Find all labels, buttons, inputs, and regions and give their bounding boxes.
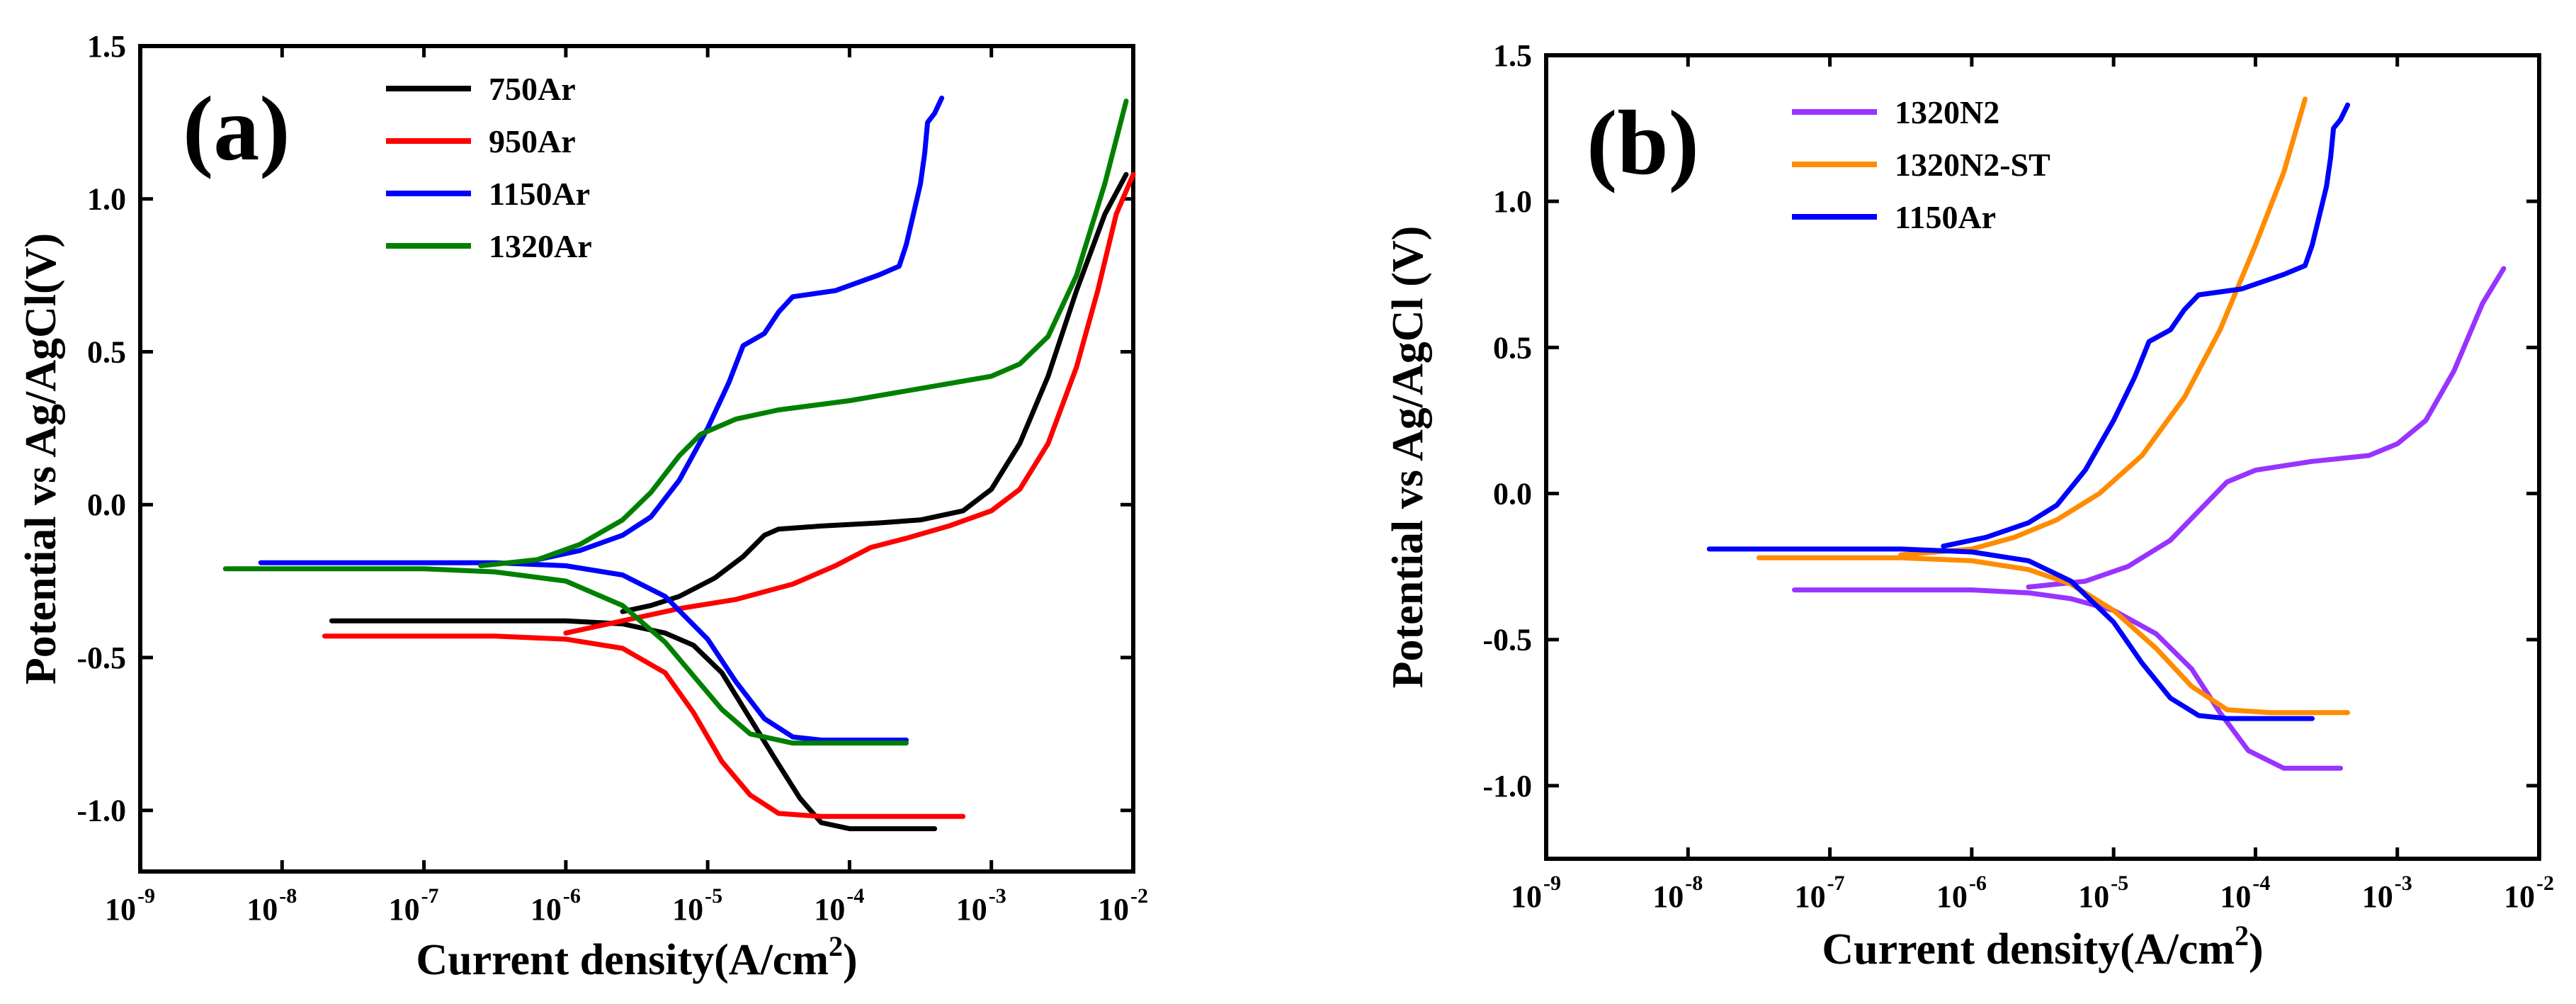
y-tick-label: -1.0	[76, 794, 126, 828]
x-tick-label: 10	[1098, 892, 1129, 927]
x-tick-label: 10	[530, 892, 562, 927]
series-line-1320n2-st	[1756, 96, 2351, 716]
x-axis-title-close: )	[843, 936, 858, 984]
x-axis-title-main: Current density(A/cm	[416, 936, 829, 984]
y-tick-label: -1.0	[1482, 769, 1532, 803]
x-axis-title-main: Current density(A/cm	[1822, 925, 2235, 974]
y-tick-label: 1.5	[87, 29, 126, 64]
x-tick-exponent: -5	[2111, 872, 2128, 895]
x-tick-exponent: -7	[1827, 872, 1845, 895]
x-tick-label: 10	[1652, 879, 1684, 914]
series-line-1320n2	[1792, 266, 2507, 771]
series-line-950ar	[322, 171, 1136, 819]
series-line-1320ar	[222, 98, 1129, 746]
x-tick-exponent: -3	[2395, 872, 2412, 895]
x-tick-exponent: -7	[421, 884, 439, 908]
x-tick-exponent: -2	[2536, 872, 2554, 895]
x-axis-title: Current density(A/cm2)	[416, 930, 857, 984]
legend-label: 1320N2	[1895, 94, 1999, 130]
legend-label: 750Ar	[489, 71, 576, 107]
series-line-1150ar	[258, 95, 945, 743]
y-tick-label: -0.5	[76, 641, 126, 675]
y-tick-label: -0.5	[1482, 623, 1532, 658]
x-axis-title-close: )	[2249, 925, 2264, 974]
x-tick-label: 10	[2220, 879, 2251, 914]
plot-frame	[138, 44, 1135, 874]
legend-label: 950Ar	[489, 123, 576, 159]
x-tick-label: 10	[956, 892, 987, 927]
x-tick-exponent: -8	[279, 884, 297, 908]
x-tick-label: 10	[389, 892, 420, 927]
y-tick-label: 0.5	[87, 334, 126, 369]
panel-label: (b)	[1587, 92, 1699, 194]
x-tick-label: 10	[2078, 879, 2109, 914]
x-axis-title-sup: 2	[829, 930, 843, 962]
x-tick-label: 10	[672, 892, 703, 927]
x-tick-exponent: -8	[1685, 872, 1703, 895]
y-tick-label: 0.0	[1493, 477, 1532, 512]
x-tick-label: 10	[1795, 879, 1826, 914]
x-tick-label: 10	[2362, 879, 2393, 914]
panel-b-chart: 10 -9 10 -8 10 -7 10 -6 10 -5 10 -4 10 -3 10 -2-1.0-0.5…	[1384, 38, 2554, 974]
plot-frame	[1544, 53, 2541, 861]
y-tick-label: 0.0	[87, 487, 126, 522]
panel-a-chart: 10 -9 10 -8 10 -7 10 -6 10 -5 10 -4 10 -3 10 -2-1.0-0.5…	[17, 29, 1148, 984]
y-tick-label: 1.5	[1493, 38, 1532, 73]
legend-label: 1320Ar	[489, 228, 592, 264]
x-tick-label: 10	[246, 892, 278, 927]
legend-label: 1150Ar	[489, 176, 590, 212]
y-axis-title: Potential vs Ag/AgCl(V)	[17, 233, 65, 684]
x-tick-label: 10	[814, 892, 845, 927]
x-tick-exponent: -6	[563, 884, 581, 908]
x-tick-exponent: -4	[2252, 872, 2270, 895]
y-tick-label: 0.5	[1493, 330, 1532, 365]
x-tick-exponent: -9	[137, 884, 155, 908]
x-tick-exponent: -3	[989, 884, 1006, 908]
x-tick-label: 10	[1936, 879, 1968, 914]
legend-label: 1150Ar	[1895, 199, 1996, 235]
x-axis-title-sup: 2	[2235, 920, 2249, 952]
y-tick-label: 1.0	[87, 182, 126, 217]
x-tick-exponent: -2	[1130, 884, 1148, 908]
x-tick-exponent: -4	[846, 884, 864, 908]
y-tick-label: 1.0	[1493, 184, 1532, 219]
x-tick-exponent: -5	[705, 884, 722, 908]
x-tick-exponent: -6	[1969, 872, 1987, 895]
x-tick-label: 10	[1511, 879, 1542, 914]
x-tick-label: 10	[105, 892, 136, 927]
y-axis-title: Potential vs Ag/AgCl (V)	[1384, 226, 1432, 689]
series-line-1150ar	[1706, 102, 2351, 721]
x-tick-exponent: -9	[1543, 872, 1561, 895]
panel-label: (a)	[183, 78, 290, 180]
x-axis-title: Current density(A/cm2)	[1822, 920, 2263, 974]
legend-label: 1320N2-ST	[1895, 147, 2050, 183]
x-tick-label: 10	[2504, 879, 2535, 914]
